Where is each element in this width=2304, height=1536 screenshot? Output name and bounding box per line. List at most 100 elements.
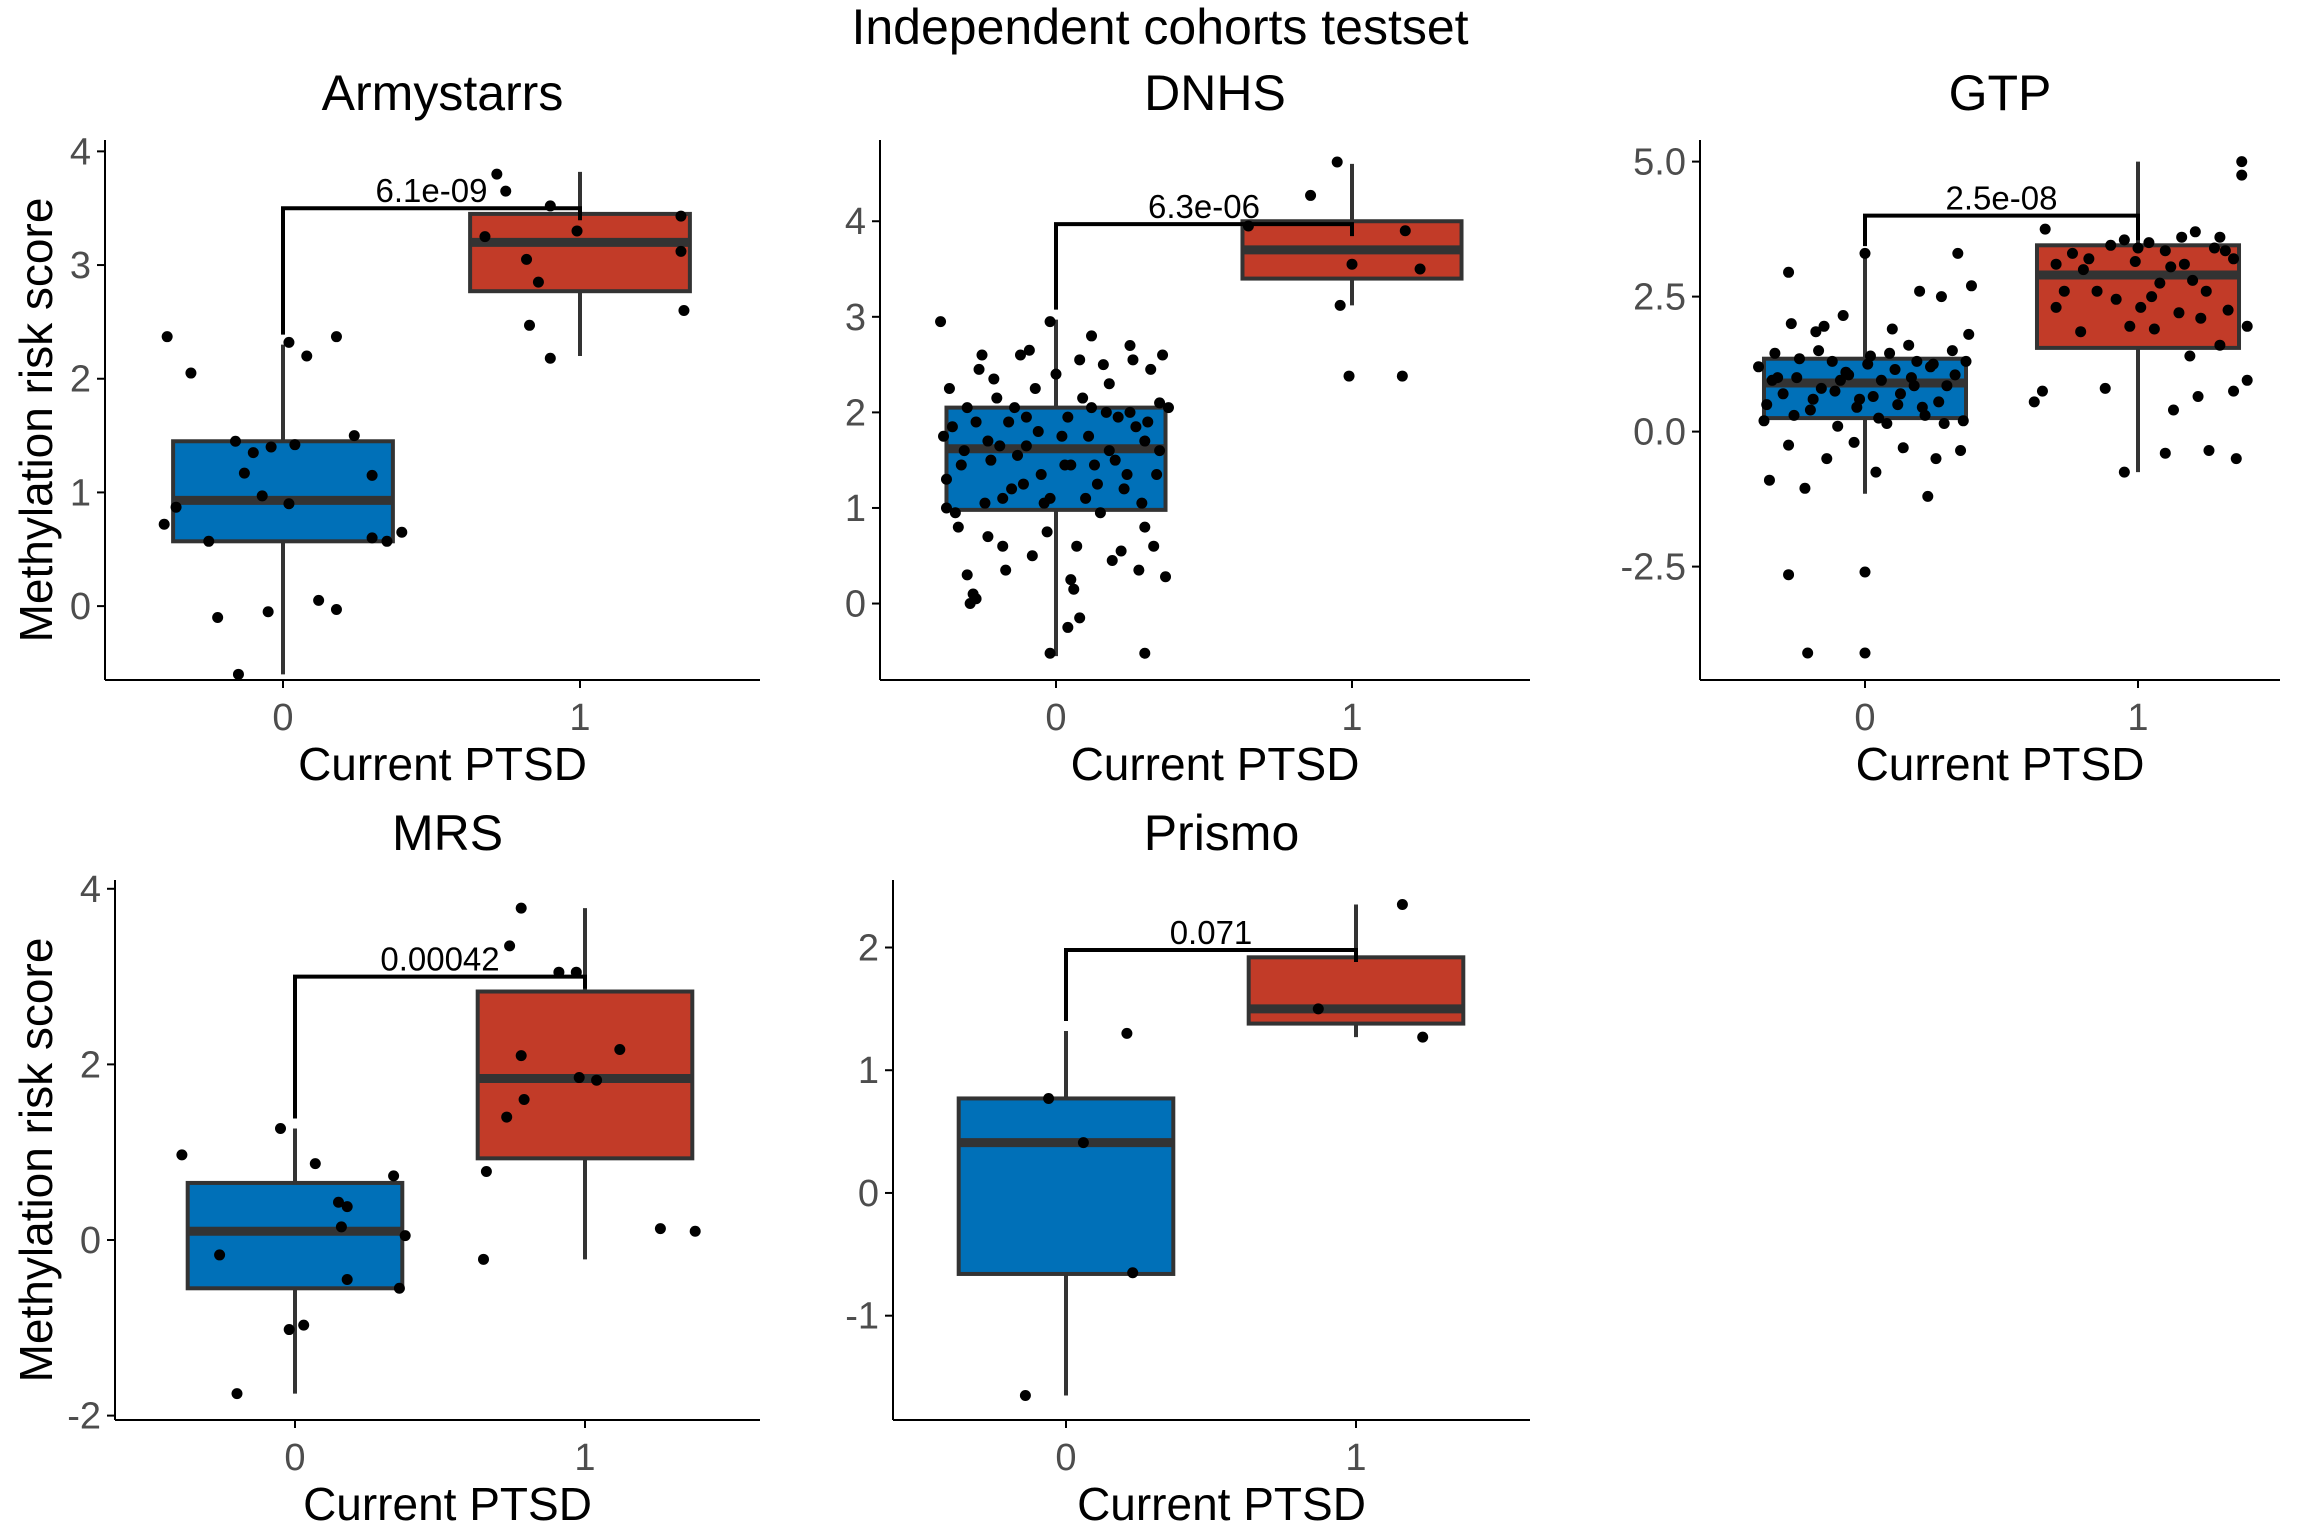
data-point [1889, 364, 1901, 375]
data-point [1766, 374, 1778, 386]
data-point [2178, 258, 2190, 270]
data-point [1815, 382, 1827, 394]
significance-bracket [1054, 222, 1354, 310]
y-tick-label: 2 [858, 928, 879, 970]
data-point [1157, 349, 1169, 361]
significance-bracket [1863, 213, 2140, 247]
x-axis-label: Current PTSD [1856, 738, 2145, 790]
data-point [1753, 361, 1765, 373]
data-point [2176, 231, 2188, 243]
data-point [275, 1122, 286, 1134]
data-point [1118, 483, 1130, 495]
data-point [571, 225, 583, 237]
data-point [1783, 439, 1795, 451]
data-point [1029, 382, 1041, 394]
data-point [2214, 231, 2226, 243]
data-point [2236, 169, 2248, 181]
data-point [955, 459, 967, 471]
data-point [1837, 310, 1849, 321]
y-tick-label: -2 [67, 1396, 101, 1438]
data-point [2135, 301, 2147, 313]
data-point [1136, 497, 1148, 509]
data-point [997, 540, 1009, 552]
figure-title: Independent cohorts testset [851, 0, 1468, 55]
data-point [1834, 374, 1846, 386]
data-point [283, 498, 295, 510]
x-axis-label: Current PTSD [1071, 738, 1360, 790]
x-tick-label: 0 [272, 697, 293, 739]
x-tick-label: 0 [1854, 697, 1875, 739]
data-point [1100, 406, 1112, 418]
data-point [1154, 445, 1166, 457]
data-point [2241, 320, 2253, 332]
y-axis-label: Methylation risk score [10, 198, 62, 643]
data-point [940, 473, 952, 485]
y-tick-label: 2.5 [1633, 277, 1686, 319]
data-point [1103, 445, 1115, 457]
data-point [231, 1388, 243, 1400]
data-point [1151, 469, 1163, 481]
data-point [1343, 370, 1355, 382]
data-point [256, 490, 268, 502]
data-point [393, 1282, 405, 1294]
data-point [1065, 574, 1077, 586]
data-point [1821, 453, 1833, 465]
data-point [1914, 285, 1926, 297]
data-point [1080, 492, 1092, 504]
y-tick-label: 5.0 [1633, 142, 1686, 184]
y-tick-label: 2 [80, 1044, 101, 1086]
data-point [480, 1166, 492, 1178]
data-point [1074, 612, 1086, 624]
data-point [2143, 237, 2155, 249]
data-point [1094, 507, 1106, 519]
data-point [2110, 293, 2122, 305]
data-point [396, 526, 408, 538]
y-tick-label: 0 [845, 584, 866, 626]
data-point [2050, 301, 2062, 313]
data-point [1911, 355, 1923, 367]
y-tick-label: 1 [70, 472, 91, 514]
data-point [591, 1074, 603, 1086]
data-point [289, 439, 301, 451]
data-point [1071, 540, 1083, 552]
data-point [333, 1196, 344, 1208]
data-point [1903, 339, 1915, 351]
data-point [1927, 358, 1939, 370]
data-point [1020, 411, 1032, 423]
data-point [2230, 453, 2242, 465]
data-point [2208, 242, 2220, 254]
data-point [991, 392, 1003, 404]
data-point [532, 276, 544, 288]
data-point [1026, 550, 1038, 562]
data-point [994, 440, 1006, 452]
data-point [1112, 411, 1124, 423]
data-point [212, 611, 224, 623]
data-point [1783, 569, 1795, 581]
data-point [1396, 899, 1408, 911]
data-point [1091, 478, 1103, 490]
data-point [1829, 385, 1841, 397]
x-tick-label: 1 [1341, 697, 1362, 739]
data-point [521, 253, 533, 265]
data-point [1905, 372, 1917, 384]
data-point [2222, 304, 2234, 316]
box-group-1 [468, 211, 692, 294]
y-tick-label: 4 [70, 131, 91, 173]
data-point [170, 501, 182, 513]
data-point [262, 606, 274, 618]
data-point [943, 382, 955, 394]
data-point [1949, 369, 1961, 381]
data-point [1399, 225, 1411, 237]
significance-bracket [293, 974, 587, 1119]
data-point [1312, 1003, 1324, 1015]
data-point [1785, 318, 1797, 330]
data-point [2159, 447, 2171, 459]
data-point [479, 231, 491, 243]
data-point [1881, 418, 1893, 429]
data-point [1331, 156, 1343, 168]
data-point [1139, 435, 1151, 447]
data-point [1154, 397, 1166, 409]
data-point [381, 535, 393, 547]
data-point [1873, 412, 1885, 424]
x-tick-label: 1 [574, 1437, 595, 1479]
